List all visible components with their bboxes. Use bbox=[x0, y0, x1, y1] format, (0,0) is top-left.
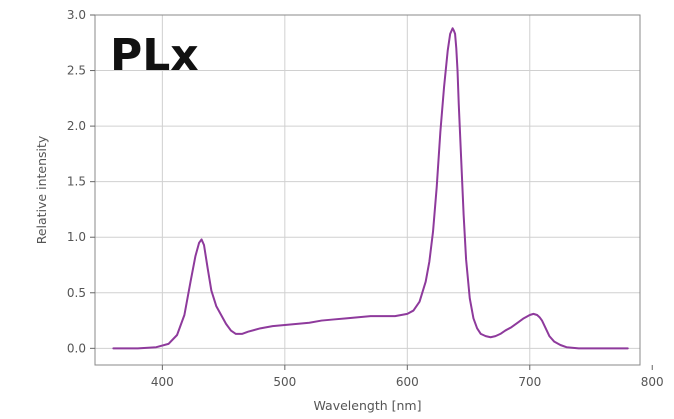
y-tick-label: 1.0 bbox=[67, 230, 86, 244]
y-tick-label: 2.5 bbox=[67, 64, 86, 78]
y-tick-label: 0.0 bbox=[67, 341, 86, 355]
y-tick-label: 2.0 bbox=[67, 119, 86, 133]
y-tick-label: 1.5 bbox=[67, 175, 86, 189]
x-tick-label: 700 bbox=[518, 375, 541, 389]
series-layer bbox=[112, 27, 629, 350]
y-axis-label: Relative intensity bbox=[34, 135, 49, 244]
tick-layer: 400 500 600 700 800 0.0 0.5 1.0 1.5 2.0 2.5 3.0 bbox=[67, 8, 664, 389]
y-tick-label: 0.5 bbox=[67, 286, 86, 300]
x-tick-label: 800 bbox=[641, 375, 664, 389]
x-axis-label: Wavelength [nm] bbox=[314, 398, 422, 413]
plot-frame bbox=[94, 14, 641, 366]
x-tick-label: 600 bbox=[396, 375, 419, 389]
chart-title: PLx bbox=[110, 30, 199, 81]
x-tick-label: 500 bbox=[273, 375, 296, 389]
series-line bbox=[112, 27, 629, 350]
x-tick-label: 400 bbox=[151, 375, 174, 389]
grid-layer bbox=[95, 15, 640, 365]
y-tick-label: 3.0 bbox=[67, 8, 86, 22]
